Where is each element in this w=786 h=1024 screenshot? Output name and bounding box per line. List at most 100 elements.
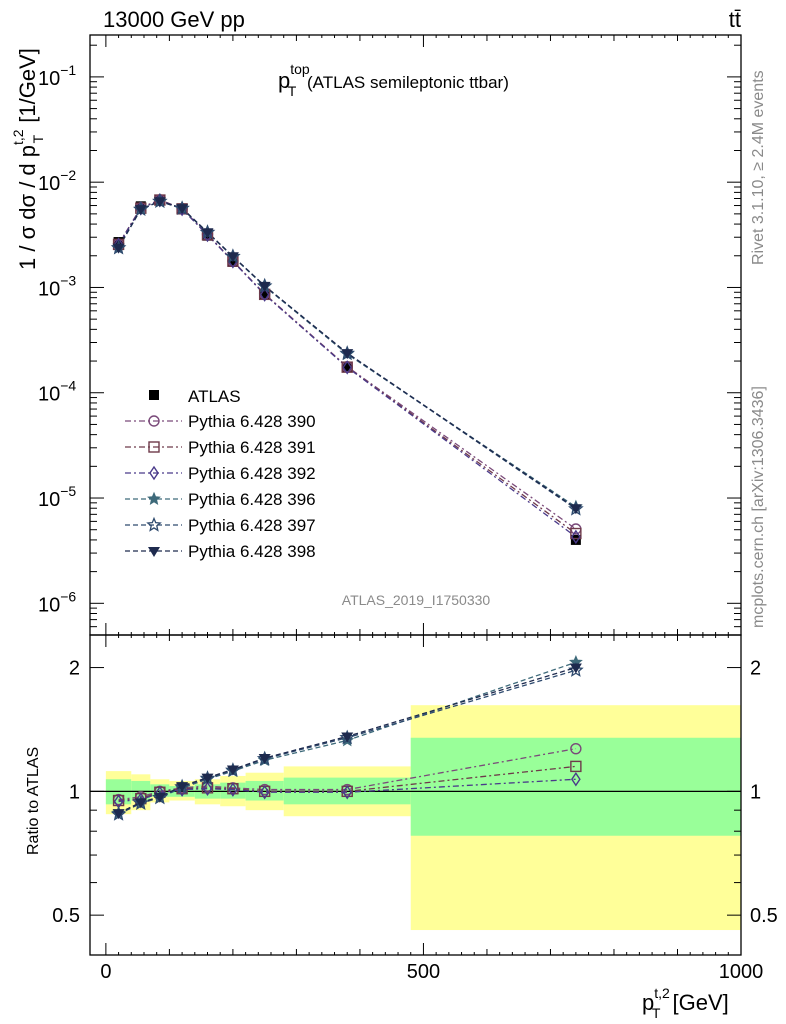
ratio-series-line bbox=[118, 748, 576, 801]
rivet-version-label: Rivet 3.1.10, ≥ 2.4M events bbox=[750, 70, 767, 265]
ratio-series-point bbox=[226, 765, 239, 776]
series-point bbox=[341, 349, 354, 360]
data-point bbox=[342, 362, 353, 373]
legend-label: Pythia 6.428 398 bbox=[188, 542, 316, 561]
y-tick-label-base: 10 bbox=[38, 68, 60, 90]
legend-marker bbox=[149, 465, 159, 481]
ratio-tick-label-left: 2 bbox=[69, 658, 80, 680]
ratio-band-inner bbox=[245, 780, 284, 801]
y-axis-label-rest: [1/GeV] bbox=[15, 48, 40, 129]
ratio-band-inner bbox=[410, 737, 741, 836]
ratio-series-point bbox=[153, 792, 166, 803]
y-axis-label-sup: t,2 bbox=[10, 129, 26, 145]
y-axis-label-main: 1 / σ dσ / d p bbox=[15, 145, 40, 270]
series-point bbox=[134, 205, 147, 216]
y-tick-label-exponent: −1 bbox=[60, 62, 76, 78]
y-tick-label-base: 10 bbox=[38, 489, 60, 511]
legend-label: Pythia 6.428 397 bbox=[188, 516, 316, 535]
ratio-series-point bbox=[134, 798, 147, 809]
y-tick-label-exponent: −2 bbox=[60, 167, 76, 183]
y-tick-label: 10−1 bbox=[38, 62, 76, 90]
y-tick-label-base: 10 bbox=[38, 173, 60, 195]
series-point bbox=[201, 228, 214, 239]
ratio-tick-label-right: 2 bbox=[750, 658, 761, 680]
legend-marker bbox=[148, 415, 160, 427]
y-tick-label-base: 10 bbox=[38, 278, 60, 300]
ratio-series-point bbox=[112, 809, 125, 820]
ratio-series-point bbox=[570, 742, 582, 755]
analysis-id-label: ATLAS_2019_I1750330 bbox=[342, 592, 491, 608]
y-axis-label: 1 / σ dσ / d pt,2 T [1/GeV] bbox=[10, 48, 46, 270]
x-tick-label: 1000 bbox=[719, 961, 764, 983]
y-tick-label: 10−4 bbox=[38, 378, 76, 406]
ratio-series-point bbox=[341, 732, 354, 743]
ratio-series-point bbox=[571, 772, 581, 787]
ratio-series-point bbox=[201, 773, 214, 784]
legend: ATLAS Pythia 6.428 390 Pythia 6.428 391 Pyt… bbox=[125, 387, 316, 561]
series-point bbox=[570, 527, 582, 540]
chart-title-rest: (ATLAS semileptonic ttbar) bbox=[302, 73, 509, 92]
ratio-tick-label-left: 0.5 bbox=[52, 905, 80, 927]
ratio-series-line bbox=[118, 765, 576, 802]
y-axis-label-sub: T bbox=[30, 134, 46, 143]
x-tick-label: 0 bbox=[100, 961, 111, 983]
series-point bbox=[569, 504, 582, 515]
ratio-tick-label-left: 1 bbox=[69, 781, 80, 803]
ratio-series-point bbox=[569, 663, 582, 674]
series-point bbox=[258, 281, 271, 292]
series-point bbox=[153, 197, 166, 208]
chart-title-sub: T bbox=[288, 83, 297, 99]
main-plot: 10−610−510−410−310−210−1 bbox=[38, 34, 742, 636]
x-axis-label-sup: t,2 bbox=[654, 985, 670, 1001]
ratio-series-point bbox=[342, 784, 353, 800]
ratio-plot: 0 500 1000 0.5 0.5 1 1 2 2 bbox=[52, 634, 778, 983]
series-point bbox=[176, 204, 189, 215]
ratio-tick-label-right: 1 bbox=[750, 781, 761, 803]
x-axis-label: pt,2 T [GeV] bbox=[642, 985, 729, 1021]
legend-marker bbox=[146, 516, 162, 532]
ratio-series-point bbox=[176, 782, 189, 793]
chart-title: ptop T (ATLAS semileptonic ttbar) bbox=[278, 61, 509, 99]
legend-marker bbox=[147, 491, 161, 505]
ratio-series-point bbox=[228, 782, 238, 797]
ratio-series-line bbox=[118, 661, 577, 814]
y-tick-label: 10−2 bbox=[38, 167, 76, 195]
series-point bbox=[226, 252, 239, 263]
series-point bbox=[112, 243, 125, 254]
legend-label-data: ATLAS bbox=[188, 387, 241, 406]
mcplots-label: mcplots.cern.ch [arXiv:1306.3436] bbox=[750, 386, 767, 628]
y-tick-label-exponent: −3 bbox=[60, 272, 76, 288]
beam-label: 13000 GeV pp bbox=[103, 7, 245, 32]
x-axis-label-sub: T bbox=[652, 1005, 661, 1021]
x-axis-label-main: p bbox=[642, 990, 654, 1015]
legend-marker bbox=[148, 441, 160, 453]
ratio-y-axis-label: Ratio to ATLAS bbox=[25, 747, 42, 855]
data-point bbox=[259, 289, 270, 300]
series-point bbox=[342, 360, 353, 375]
series-point bbox=[571, 529, 581, 545]
legend-marker-data bbox=[149, 390, 159, 400]
y-tick-label-exponent: −5 bbox=[60, 483, 76, 499]
legend-label: Pythia 6.428 391 bbox=[188, 438, 316, 457]
ratio-frame bbox=[89, 634, 742, 956]
ratio-series-line bbox=[118, 778, 576, 803]
chart-title-main: p bbox=[278, 68, 290, 93]
y-tick-label-base: 10 bbox=[38, 594, 60, 616]
y-tick-label: 10−5 bbox=[38, 483, 76, 511]
ratio-series-point bbox=[258, 754, 271, 765]
y-tick-label: 10−6 bbox=[38, 588, 76, 616]
ratio-series-point bbox=[570, 760, 582, 773]
series-point bbox=[259, 287, 270, 302]
legend-label: Pythia 6.428 396 bbox=[188, 490, 316, 509]
legend-label: Pythia 6.428 392 bbox=[188, 464, 316, 483]
y-tick-label-exponent: −6 bbox=[60, 588, 76, 604]
legend-marker bbox=[148, 547, 160, 557]
x-tick-label: 500 bbox=[407, 961, 440, 983]
legend-label: Pythia 6.428 390 bbox=[188, 412, 316, 431]
chart-title-sup: top bbox=[290, 61, 310, 77]
y-tick-label-base: 10 bbox=[38, 384, 60, 406]
ratio-series-point bbox=[202, 781, 213, 796]
ratio-band-inner bbox=[220, 782, 246, 799]
y-tick-label: 10−3 bbox=[38, 272, 76, 300]
